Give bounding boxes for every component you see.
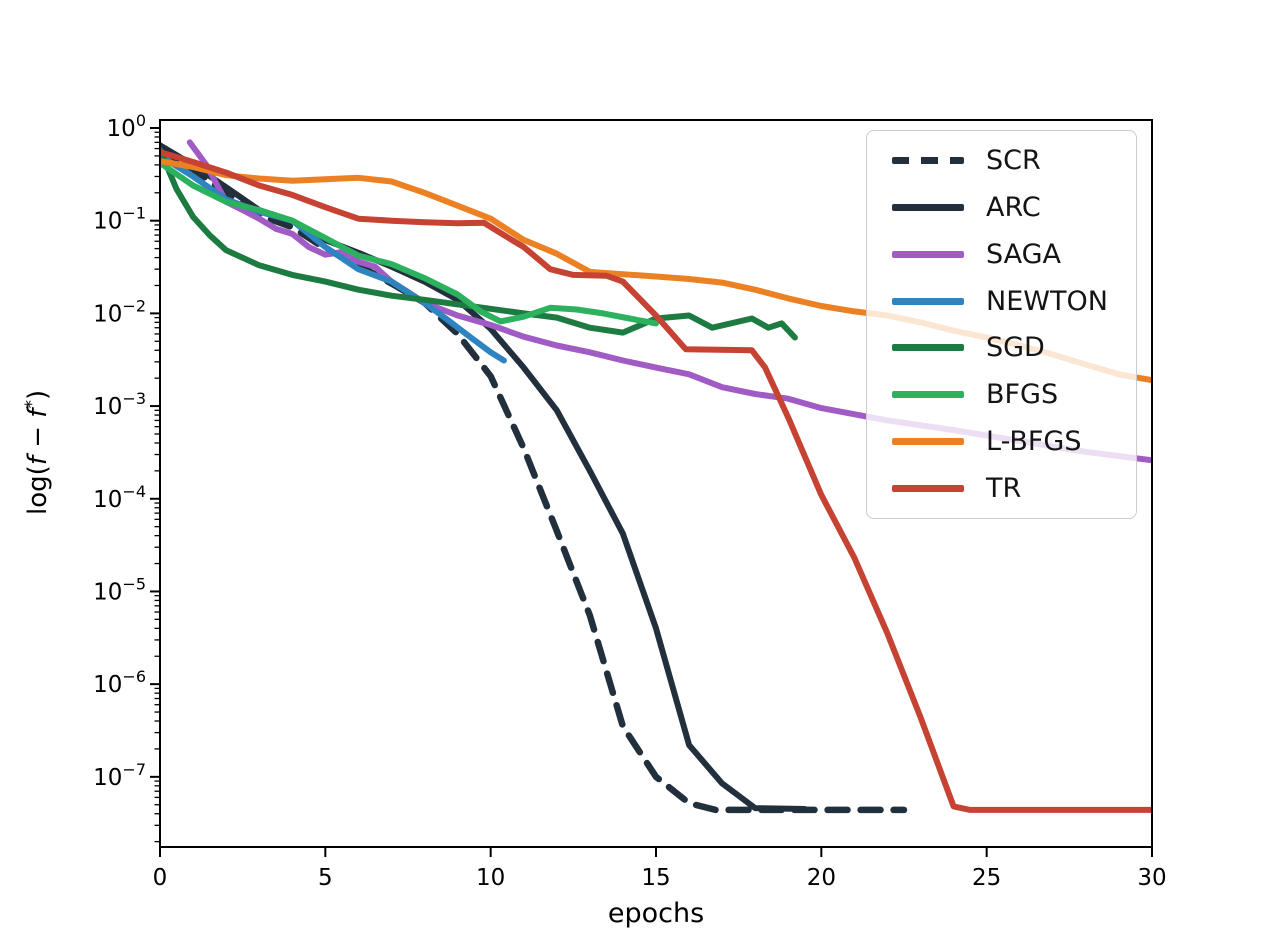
legend-swatch-dashed-line [892, 156, 964, 164]
legend-item-l-bfgs: L-BFGS [867, 428, 1136, 455]
curve-scr [160, 145, 908, 814]
legend-label: L-BFGS [986, 426, 1082, 458]
x-axis: 0 5 10 15 20 25 30 [153, 847, 1167, 891]
curve-saga [186, 139, 1152, 464]
legend-label: SGD [986, 332, 1045, 364]
x-tick-label: 0 [153, 865, 168, 891]
legend-swatch-line [892, 297, 964, 305]
legend-swatch-line [892, 438, 964, 446]
x-tick-label: 20 [807, 865, 836, 891]
legend-swatch-line [892, 344, 964, 352]
y-tick-label: 10−1 [93, 204, 146, 235]
legend-item-arc: ARC [867, 194, 1136, 221]
curve-bfgs [160, 159, 659, 327]
y-tick-label: 10−4 [93, 482, 146, 513]
curve-tr [160, 149, 1152, 813]
y-tick-label: 10−5 [93, 574, 146, 605]
x-tick-label: 5 [318, 865, 333, 891]
curve-arc [160, 142, 808, 812]
x-tick-label: 25 [972, 865, 1001, 891]
legend-swatch-line [892, 203, 964, 211]
legend-item-bfgs: BFGS [867, 381, 1136, 408]
legend-swatch-line [892, 485, 964, 493]
y-tick-label: 10−2 [93, 296, 146, 327]
y-axis: 100 10−1 10−2 10−3 10−4 10−5 10−6 10−7 [93, 111, 160, 843]
legend-label: TR [986, 473, 1022, 505]
legend-label: BFGS [986, 379, 1059, 411]
y-axis-label: log(f − f*) [22, 390, 53, 515]
curves [160, 139, 1152, 814]
y-tick-label: 100 [107, 111, 146, 142]
y-tick-label: 10−3 [93, 389, 146, 420]
x-tick-label: 10 [476, 865, 505, 891]
x-axis-label: epochs [608, 898, 704, 929]
legend-item-sgd: SGD [867, 334, 1136, 361]
legend-item-saga: SAGA [867, 241, 1136, 268]
legend-swatch-line [892, 391, 964, 399]
x-tick-label: 30 [1137, 865, 1166, 891]
legend-item-tr: TR [867, 475, 1136, 502]
legend-label: NEWTON [986, 285, 1108, 317]
legend: SCR ARC SAGA NEWTON SGD BFGS L-BFGS TR [866, 130, 1137, 519]
x-tick-label: 15 [641, 865, 670, 891]
legend-label: SAGA [986, 238, 1062, 270]
legend-item-scr: SCR [867, 147, 1136, 174]
legend-label: ARC [986, 191, 1041, 223]
legend-label: SCR [986, 144, 1041, 176]
y-tick-label: 10−6 [93, 667, 146, 698]
legend-item-newton: NEWTON [867, 288, 1136, 315]
legend-swatch-line [892, 250, 964, 258]
y-tick-label: 10−7 [93, 760, 146, 791]
